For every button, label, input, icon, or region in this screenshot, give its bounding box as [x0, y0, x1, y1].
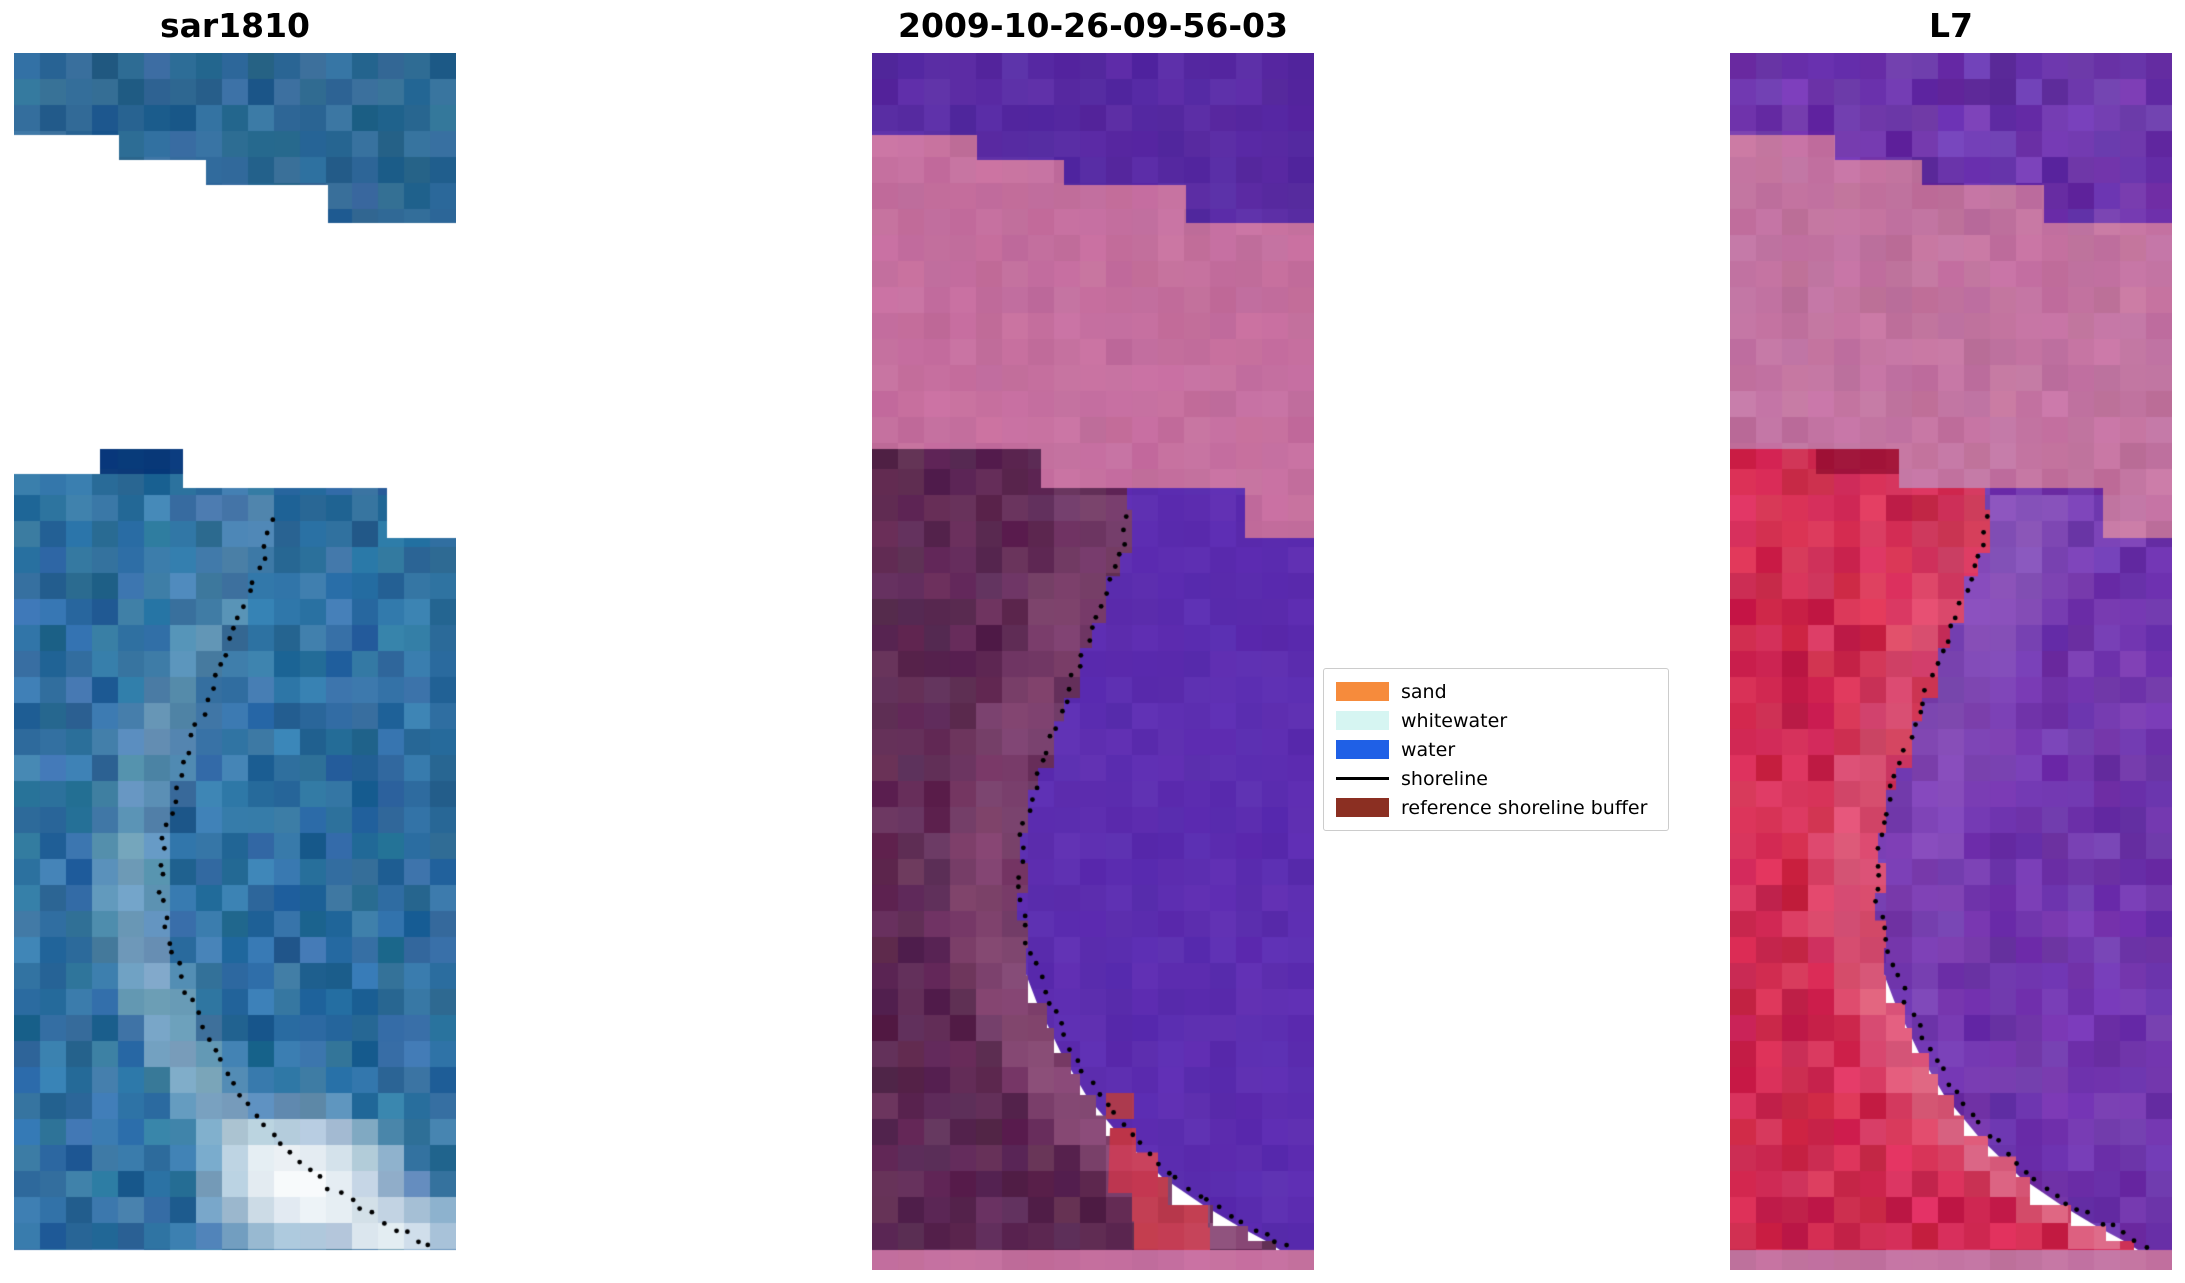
whitewater-swatch	[1336, 711, 1389, 730]
legend-label: reference shoreline buffer	[1401, 796, 1648, 819]
panel-title-date: 2009-10-26-09-56-03	[898, 6, 1288, 45]
panel-title-sar1810: sar1810	[159, 6, 311, 45]
legend-label: whitewater	[1401, 709, 1508, 732]
legend-item-reference-shoreline-buffer: reference shoreline buffer	[1336, 793, 1656, 822]
legend-item-water: water	[1336, 735, 1656, 764]
shoreline-line-swatch	[1336, 777, 1389, 780]
legend-label: water	[1401, 738, 1456, 761]
legend-label: sand	[1401, 680, 1447, 703]
panel-title-l7: L7	[1929, 6, 1973, 45]
sand-swatch	[1336, 682, 1389, 701]
classified-image	[872, 53, 1314, 1270]
legend-item-whitewater: whitewater	[1336, 706, 1656, 735]
legend-item-shoreline: shoreline	[1336, 764, 1656, 793]
legend-label: shoreline	[1401, 767, 1488, 790]
sar-image	[14, 53, 456, 1270]
water-swatch	[1336, 740, 1389, 759]
l7-image	[1730, 53, 2172, 1270]
legend-item-sand: sand	[1336, 677, 1656, 706]
legend: sand whitewater water shoreline reference sh…	[1323, 668, 1669, 831]
reference-shoreline-buffer-swatch	[1336, 798, 1389, 817]
